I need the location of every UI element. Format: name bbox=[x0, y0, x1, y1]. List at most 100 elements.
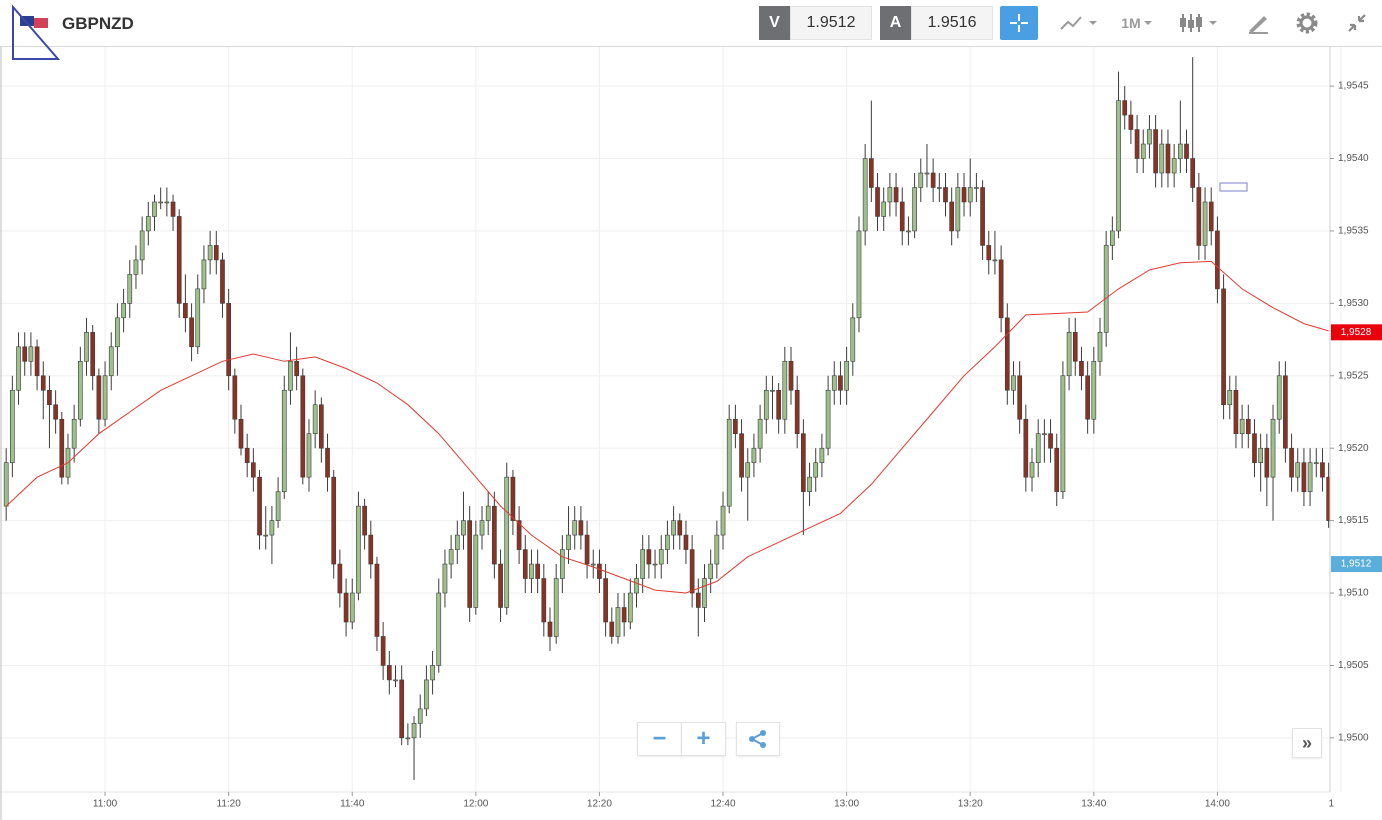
candle-body bbox=[677, 520, 683, 536]
bid-price[interactable]: 1.9512 bbox=[790, 6, 872, 40]
candle-body bbox=[856, 230, 862, 319]
candle-body bbox=[751, 447, 757, 463]
candle-body bbox=[16, 346, 21, 391]
candle-body bbox=[986, 245, 992, 261]
candle-body bbox=[47, 389, 52, 406]
candle-body bbox=[1239, 418, 1245, 435]
candle-body bbox=[1177, 143, 1183, 159]
candle-body bbox=[306, 433, 312, 478]
candle-body bbox=[912, 187, 917, 232]
candle-body bbox=[226, 303, 231, 377]
x-tick-label: 14:20 bbox=[1328, 799, 1353, 810]
candle-body bbox=[176, 216, 182, 304]
interval-button[interactable]: 1M bbox=[1115, 6, 1161, 40]
candle-body bbox=[1066, 332, 1072, 377]
candle-body bbox=[646, 549, 652, 565]
zoom-in-button[interactable]: + bbox=[681, 722, 726, 756]
candle-body bbox=[1042, 433, 1047, 436]
candle-body bbox=[1289, 447, 1294, 478]
candle-body bbox=[1085, 375, 1090, 420]
zoom-out-button[interactable]: − bbox=[637, 722, 682, 756]
candle-body bbox=[541, 578, 547, 623]
candle-body bbox=[930, 172, 936, 188]
crosshair-icon bbox=[1010, 14, 1028, 32]
ask-price[interactable]: 1.9516 bbox=[911, 6, 993, 40]
scroll-right-button[interactable]: » bbox=[1292, 728, 1322, 758]
candle-body bbox=[695, 592, 701, 608]
candle-body bbox=[899, 201, 905, 232]
candle-body bbox=[343, 592, 349, 623]
candle-body bbox=[893, 187, 899, 203]
candle-body bbox=[90, 332, 96, 377]
candle-body bbox=[393, 679, 398, 682]
candle-body bbox=[831, 375, 837, 391]
share-button[interactable] bbox=[736, 722, 780, 756]
candle-body bbox=[1029, 462, 1035, 478]
candle-body bbox=[1110, 230, 1115, 246]
candle-body bbox=[980, 187, 985, 246]
x-tick-label: 11:20 bbox=[217, 799, 242, 810]
candle-body bbox=[1245, 418, 1251, 435]
candle-body bbox=[1215, 230, 1220, 290]
candle-body bbox=[862, 158, 868, 232]
y-tick-label: 1,9530 bbox=[1338, 298, 1369, 309]
candle-body bbox=[813, 462, 819, 478]
crosshair-marker bbox=[1219, 182, 1248, 192]
candle-button[interactable] bbox=[1175, 6, 1223, 40]
grid bbox=[0, 47, 1342, 792]
candle-body bbox=[461, 520, 466, 536]
candle-body bbox=[967, 187, 973, 203]
candle-body bbox=[733, 418, 738, 435]
candle-body bbox=[59, 418, 65, 478]
candle-body bbox=[745, 462, 751, 478]
caret bbox=[1143, 21, 1152, 25]
candle-body bbox=[325, 447, 330, 478]
candle-body bbox=[10, 389, 15, 463]
candle-body bbox=[566, 534, 571, 550]
candle-body bbox=[319, 404, 324, 449]
candle-body bbox=[1165, 143, 1171, 174]
candle-body bbox=[1171, 158, 1177, 174]
candle-body bbox=[1011, 375, 1016, 391]
candle-body bbox=[936, 187, 942, 189]
interval: 1M bbox=[1121, 15, 1141, 31]
candle-body bbox=[251, 462, 256, 478]
candle-body bbox=[1258, 447, 1264, 463]
x-tick-label: 12:00 bbox=[463, 799, 488, 810]
candle-body bbox=[108, 346, 114, 377]
x-tick-label: 12:20 bbox=[587, 799, 612, 810]
candle-body bbox=[442, 563, 448, 594]
candle-body bbox=[183, 303, 188, 319]
candle-body bbox=[1159, 143, 1165, 174]
candle-body bbox=[1153, 129, 1158, 174]
ask-label[interactable]: A bbox=[880, 6, 911, 40]
candle-body bbox=[1035, 433, 1041, 463]
candle-body bbox=[1060, 375, 1066, 492]
candle-body bbox=[133, 259, 139, 275]
candle-body bbox=[430, 665, 435, 681]
candle-body bbox=[53, 404, 58, 420]
collapse-button[interactable] bbox=[1337, 6, 1377, 40]
x-tick-label: 13:00 bbox=[834, 799, 859, 810]
settings-button[interactable] bbox=[1287, 6, 1327, 40]
chart-type-button[interactable] bbox=[1055, 6, 1103, 40]
candle-body bbox=[411, 723, 417, 739]
candle-body bbox=[714, 534, 720, 565]
candle-body bbox=[850, 317, 856, 362]
candle-body bbox=[1097, 332, 1103, 362]
candle-body bbox=[1295, 462, 1301, 478]
candle-body bbox=[1140, 143, 1146, 159]
candle-body bbox=[362, 505, 367, 536]
candle-body bbox=[356, 505, 361, 594]
candle-body bbox=[1270, 418, 1276, 478]
bid-label[interactable]: V bbox=[759, 6, 790, 40]
y-tick-label: 1,9525 bbox=[1338, 370, 1369, 381]
crosshair-button[interactable] bbox=[1000, 6, 1038, 40]
candle-body bbox=[467, 520, 472, 608]
candle-body bbox=[689, 549, 695, 594]
candle-body bbox=[1072, 332, 1078, 362]
candle-body bbox=[529, 563, 534, 579]
draw-button[interactable] bbox=[1238, 6, 1278, 40]
candle-body bbox=[906, 230, 911, 233]
